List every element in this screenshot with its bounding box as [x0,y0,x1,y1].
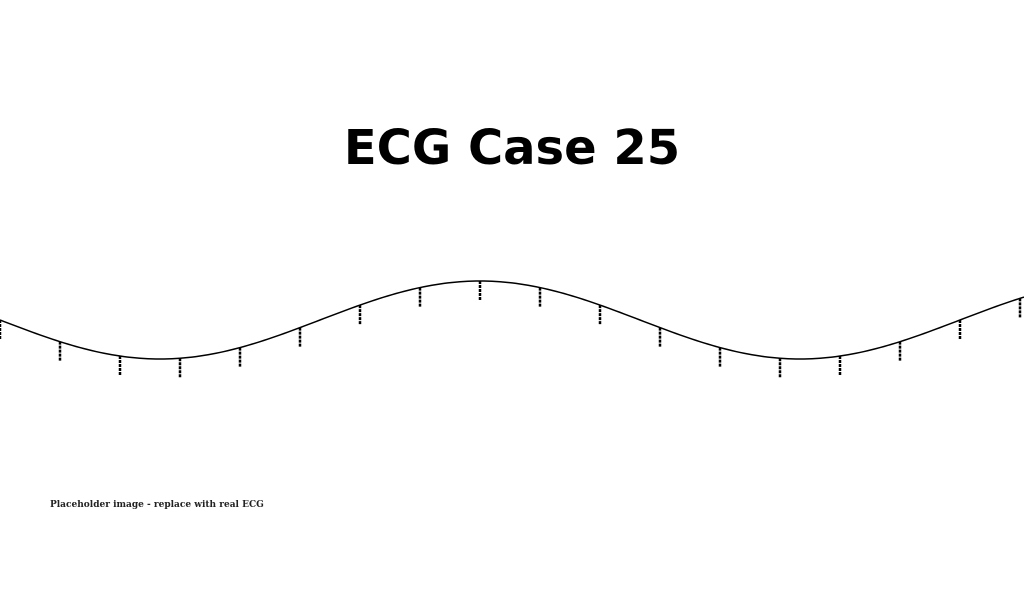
placeholder-caption: Placeholder image - replace with real EC… [50,500,264,510]
page-title: ECG Case 25 [343,120,681,176]
ecg-waveform-line [0,280,1024,360]
ecg-tick-marks [0,281,1022,379]
